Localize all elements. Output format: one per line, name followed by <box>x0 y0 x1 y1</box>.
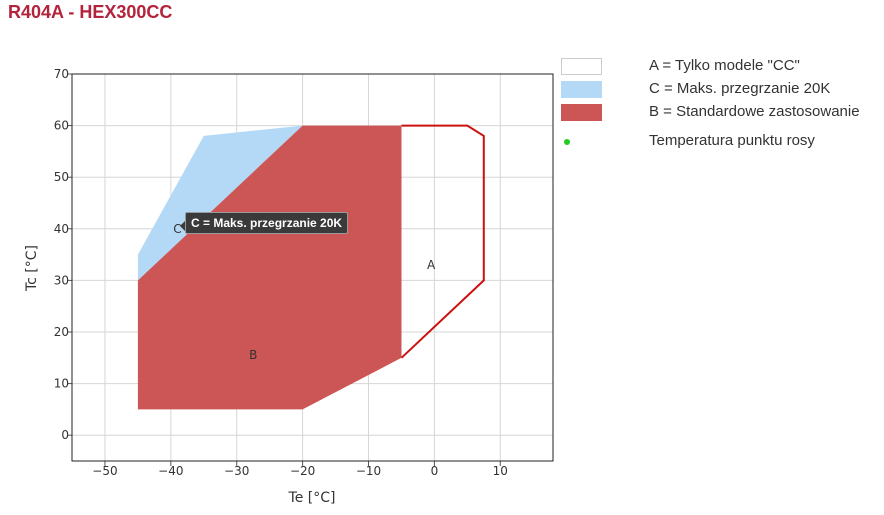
region-c-area <box>137 125 303 281</box>
x-tick-label: −10 <box>356 464 381 478</box>
region-c-label: C <box>173 222 181 236</box>
y-tick-label: 30 <box>54 273 69 287</box>
legend-label: C = Maks. przegrzanie 20K <box>649 80 831 97</box>
legend-dew-point-marker <box>564 139 570 145</box>
plot-frame <box>71 73 554 462</box>
region-tooltip: C = Maks. przegrzanie 20K <box>186 213 348 233</box>
y-tick-label: 10 <box>54 377 69 391</box>
legend-label: A = Tylko modele "CC" <box>649 57 800 74</box>
region-a-label: A <box>427 258 436 272</box>
x-tick-label: −50 <box>92 464 117 478</box>
tooltip-arrow <box>180 220 186 232</box>
region-labels: C B A <box>173 222 436 362</box>
plot-border <box>71 73 554 462</box>
legend-label: B = Standardowe zastosowanie <box>649 103 860 120</box>
x-tick-label: −20 <box>290 464 315 478</box>
legend-swatch <box>561 104 602 121</box>
x-axis-title: Te [°C] <box>288 490 336 506</box>
region-b-label: B <box>249 348 257 362</box>
region-b-area <box>137 125 402 410</box>
y-axis-title: Tc [°C] <box>24 245 40 292</box>
legend-swatch <box>561 81 602 98</box>
y-tick-label: 0 <box>61 428 69 442</box>
legend-label: Temperatura punktu rosy <box>649 132 815 149</box>
region-a-outline <box>400 124 485 359</box>
x-tick-label: 10 <box>493 464 508 478</box>
x-tick-label: −40 <box>158 464 183 478</box>
x-tick-label: −30 <box>224 464 249 478</box>
regions <box>137 124 485 410</box>
legend-swatch <box>561 58 602 75</box>
y-tick-label: 60 <box>54 119 69 133</box>
x-tick-label: 0 <box>431 464 439 478</box>
y-tick-label: 20 <box>54 325 69 339</box>
y-tick-label: 50 <box>54 170 69 184</box>
tick-labels: −50 −40 −30 −20 −10 0 10 0 10 20 30 40 50 60 70 <box>54 67 508 478</box>
y-tick-label: 40 <box>54 222 69 236</box>
y-tick-label: 70 <box>54 67 69 81</box>
chart-title: R404A - HEX300CC <box>8 2 173 22</box>
